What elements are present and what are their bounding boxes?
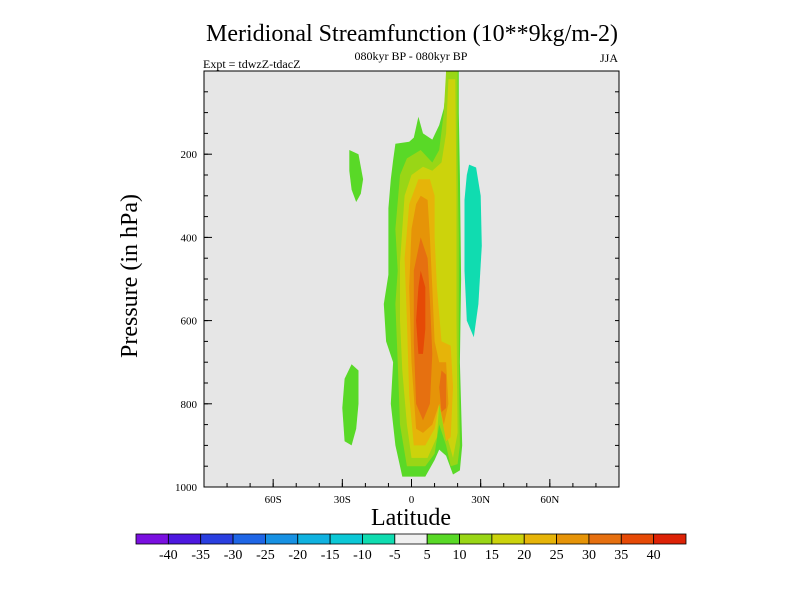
colorbar-label: -10 (353, 548, 372, 563)
chart-title: Meridional Streamfunction (10**9kg/m-2) (206, 21, 618, 47)
contour-level-30-8 (439, 370, 447, 413)
y-tick-label: 200 (181, 149, 198, 161)
colorbar-swatch (653, 533, 687, 545)
y-tick-label: 800 (181, 399, 198, 411)
contour-level--10-10 (464, 164, 482, 338)
colorbar-swatch (426, 533, 460, 545)
y-tick-label: 1000 (175, 482, 198, 494)
colorbar-label: 10 (453, 548, 467, 563)
colorbar-swatch (265, 533, 299, 545)
season-label: JJA (600, 51, 618, 65)
colorbar-label: 30 (582, 548, 596, 563)
x-tick-label: 60N (540, 494, 559, 506)
experiment-label: Expt = tdwzZ-tdacZ (203, 57, 300, 71)
plot-frame (203, 70, 620, 488)
colorbar-label: -30 (224, 548, 243, 563)
colorbar-swatch (200, 533, 234, 545)
colorbar-label: -35 (191, 548, 210, 563)
colorbar-swatch (394, 533, 428, 545)
colorbar-swatch (556, 533, 590, 545)
colorbar-swatch (523, 533, 557, 545)
colorbar-swatch (620, 533, 655, 545)
period-label: 080kyr BP - 080kyr BP (355, 49, 468, 63)
y-tick-label: 600 (181, 316, 198, 328)
colorbar-swatch (135, 533, 169, 545)
colorbar-label: -15 (321, 548, 340, 563)
contour-layer (342, 71, 482, 477)
x-tick-label: 30N (471, 494, 490, 506)
colorbar-swatch (329, 533, 363, 545)
colorbar-swatch (491, 533, 525, 545)
colorbar-swatch (362, 533, 396, 545)
contour-level-5-1 (342, 364, 359, 446)
colorbar-label: 15 (485, 548, 499, 563)
contour-level-35-9 (416, 270, 426, 354)
colorbar-label: 25 (550, 548, 564, 563)
contour-level-5-2 (349, 150, 364, 202)
colorbar-swatch (297, 533, 331, 545)
colorbar-label: 40 (647, 548, 661, 563)
x-axis-label: Latitude (371, 505, 451, 531)
colorbar-swatch (588, 533, 622, 545)
colorbar-label: -40 (159, 548, 178, 563)
colorbar-label: 5 (424, 548, 431, 563)
colorbar-label: -20 (288, 548, 307, 563)
x-tick-label: 0 (409, 494, 415, 506)
x-tick-label: 30S (334, 494, 351, 506)
colorbar-label: -5 (389, 548, 401, 563)
colorbar: -40 -35 -30 -25 -20 -15 -10 -5 5 10 15 20 25 30 35 40 (135, 533, 687, 563)
colorbar-swatch (167, 533, 202, 545)
colorbar-swatch (232, 533, 266, 545)
y-tick-label: 400 (181, 232, 198, 244)
colorbar-label: 20 (517, 548, 531, 563)
colorbar-label: 35 (614, 548, 628, 563)
axis-ticks: 60S 30S 0 30N 60N 200 400 600 800 1000 (175, 91, 619, 506)
colorbar-label: -25 (256, 548, 275, 563)
y-axis-label: Pressure (in hPa) (117, 194, 143, 358)
colorbar-swatch (459, 533, 493, 545)
x-tick-label: 60S (265, 494, 282, 506)
